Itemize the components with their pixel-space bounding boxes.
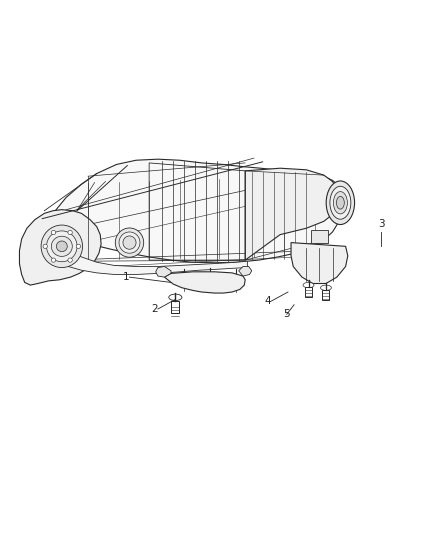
Ellipse shape	[51, 258, 56, 262]
Polygon shape	[57, 245, 247, 274]
Ellipse shape	[68, 258, 72, 262]
Text: 3: 3	[378, 219, 385, 229]
Polygon shape	[19, 209, 101, 285]
Polygon shape	[311, 230, 328, 243]
Ellipse shape	[68, 230, 72, 235]
Ellipse shape	[333, 191, 347, 214]
Polygon shape	[239, 266, 252, 276]
Ellipse shape	[51, 230, 56, 235]
Ellipse shape	[57, 241, 67, 252]
Ellipse shape	[321, 285, 332, 290]
Ellipse shape	[326, 181, 355, 224]
Ellipse shape	[336, 196, 344, 209]
Ellipse shape	[41, 225, 82, 268]
Text: 5: 5	[283, 309, 290, 319]
Ellipse shape	[43, 244, 47, 248]
Polygon shape	[291, 243, 348, 284]
Polygon shape	[164, 272, 245, 293]
Ellipse shape	[51, 236, 72, 256]
Ellipse shape	[123, 236, 136, 249]
Text: 4: 4	[265, 296, 272, 306]
FancyBboxPatch shape	[171, 301, 179, 313]
FancyBboxPatch shape	[322, 290, 329, 300]
Ellipse shape	[46, 231, 77, 262]
Text: 2: 2	[151, 304, 158, 314]
Ellipse shape	[115, 228, 144, 257]
Ellipse shape	[303, 282, 314, 288]
Ellipse shape	[119, 232, 140, 253]
Polygon shape	[155, 266, 171, 277]
Ellipse shape	[330, 186, 351, 219]
Text: 1: 1	[123, 272, 130, 282]
FancyBboxPatch shape	[305, 287, 312, 297]
Polygon shape	[25, 159, 346, 282]
Polygon shape	[245, 168, 339, 260]
Ellipse shape	[76, 244, 81, 248]
Ellipse shape	[169, 294, 182, 301]
